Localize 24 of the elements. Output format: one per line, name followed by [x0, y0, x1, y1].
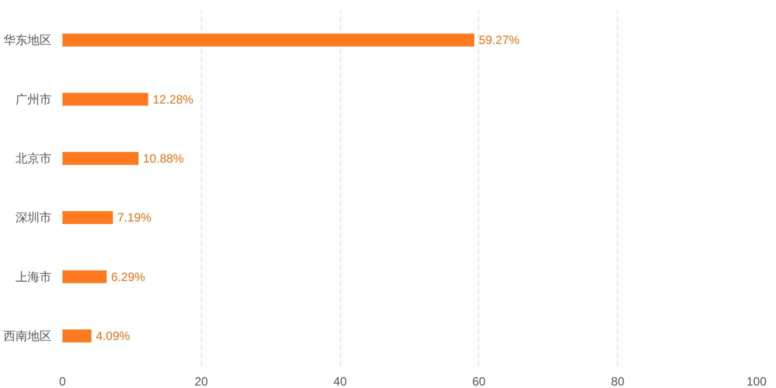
x-tick-label: 100: [746, 374, 767, 388]
y-tick-label: 广州市: [16, 92, 52, 106]
x-tick-label: 0: [59, 374, 66, 388]
bar: [62, 152, 139, 165]
x-tick-label: 80: [611, 374, 625, 388]
y-tick-label: 华东地区: [4, 33, 52, 48]
x-tick-label: 40: [333, 374, 348, 388]
y-tick-label: 西南地区: [4, 328, 52, 343]
data-label: 7.19%: [117, 210, 152, 225]
bar: [62, 330, 92, 342]
bar: [62, 270, 107, 284]
data-label: 10.88%: [143, 151, 184, 166]
y-tick-label: 北京市: [16, 151, 52, 166]
x-tick-label: 20: [194, 374, 208, 388]
bar: [62, 211, 113, 224]
data-label: 4.09%: [96, 328, 130, 343]
data-label: 12.28%: [152, 92, 194, 106]
data-label: 6.29%: [111, 270, 146, 284]
x-tick-label: 60: [472, 374, 486, 388]
y-tick-label: 上海市: [16, 270, 52, 284]
data-label: 59.27%: [478, 33, 520, 48]
bar: [62, 92, 148, 106]
y-tick-label: 深圳市: [16, 210, 52, 225]
bar: [62, 34, 474, 46]
